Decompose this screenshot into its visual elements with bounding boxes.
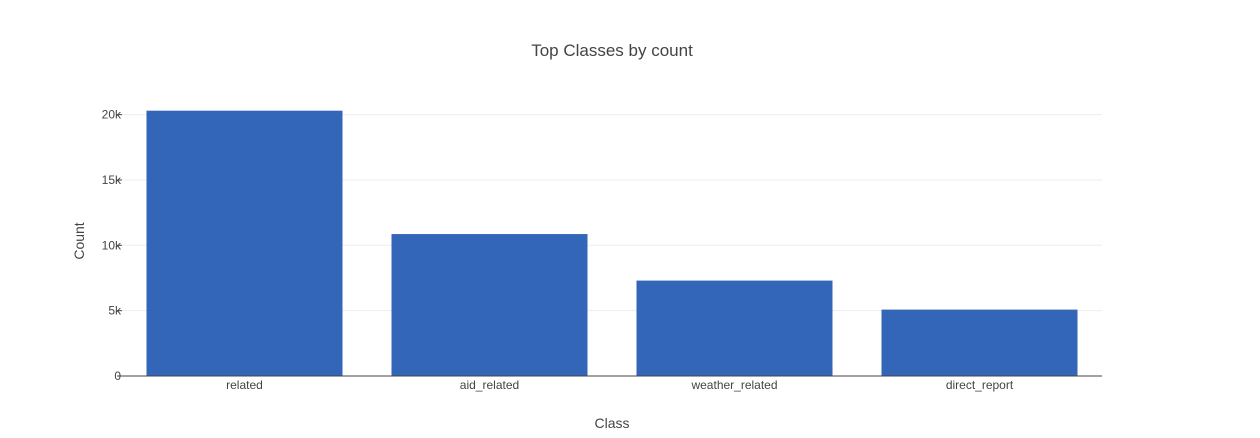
- x-axis-ticks: related aid_related weather_related direct_…: [226, 378, 1014, 392]
- y-axis-ticks: 0 5k 10k 15k 20k: [102, 108, 122, 383]
- bars: [146, 110, 1078, 377]
- bar-weather_related: [636, 280, 833, 376]
- x-axis-title: Class: [594, 415, 629, 431]
- x-tick-label: related: [226, 378, 263, 392]
- x-tick-label: aid_related: [460, 378, 519, 392]
- x-tick-label: weather_related: [690, 378, 777, 392]
- y-axis-title: Count: [71, 222, 87, 259]
- bar-direct_report: [881, 309, 1078, 376]
- y-tick-label: 5k: [108, 304, 122, 318]
- y-tick-label: 10k: [102, 238, 122, 252]
- y-tick-label: 0: [114, 369, 121, 383]
- bar-related: [146, 110, 343, 377]
- y-tick-label: 15k: [102, 173, 122, 187]
- chart-title: Top Classes by count: [531, 41, 693, 60]
- x-tick-label: direct_report: [946, 378, 1014, 392]
- y-tick-label: 20k: [102, 108, 122, 122]
- bar-aid_related: [391, 234, 588, 376]
